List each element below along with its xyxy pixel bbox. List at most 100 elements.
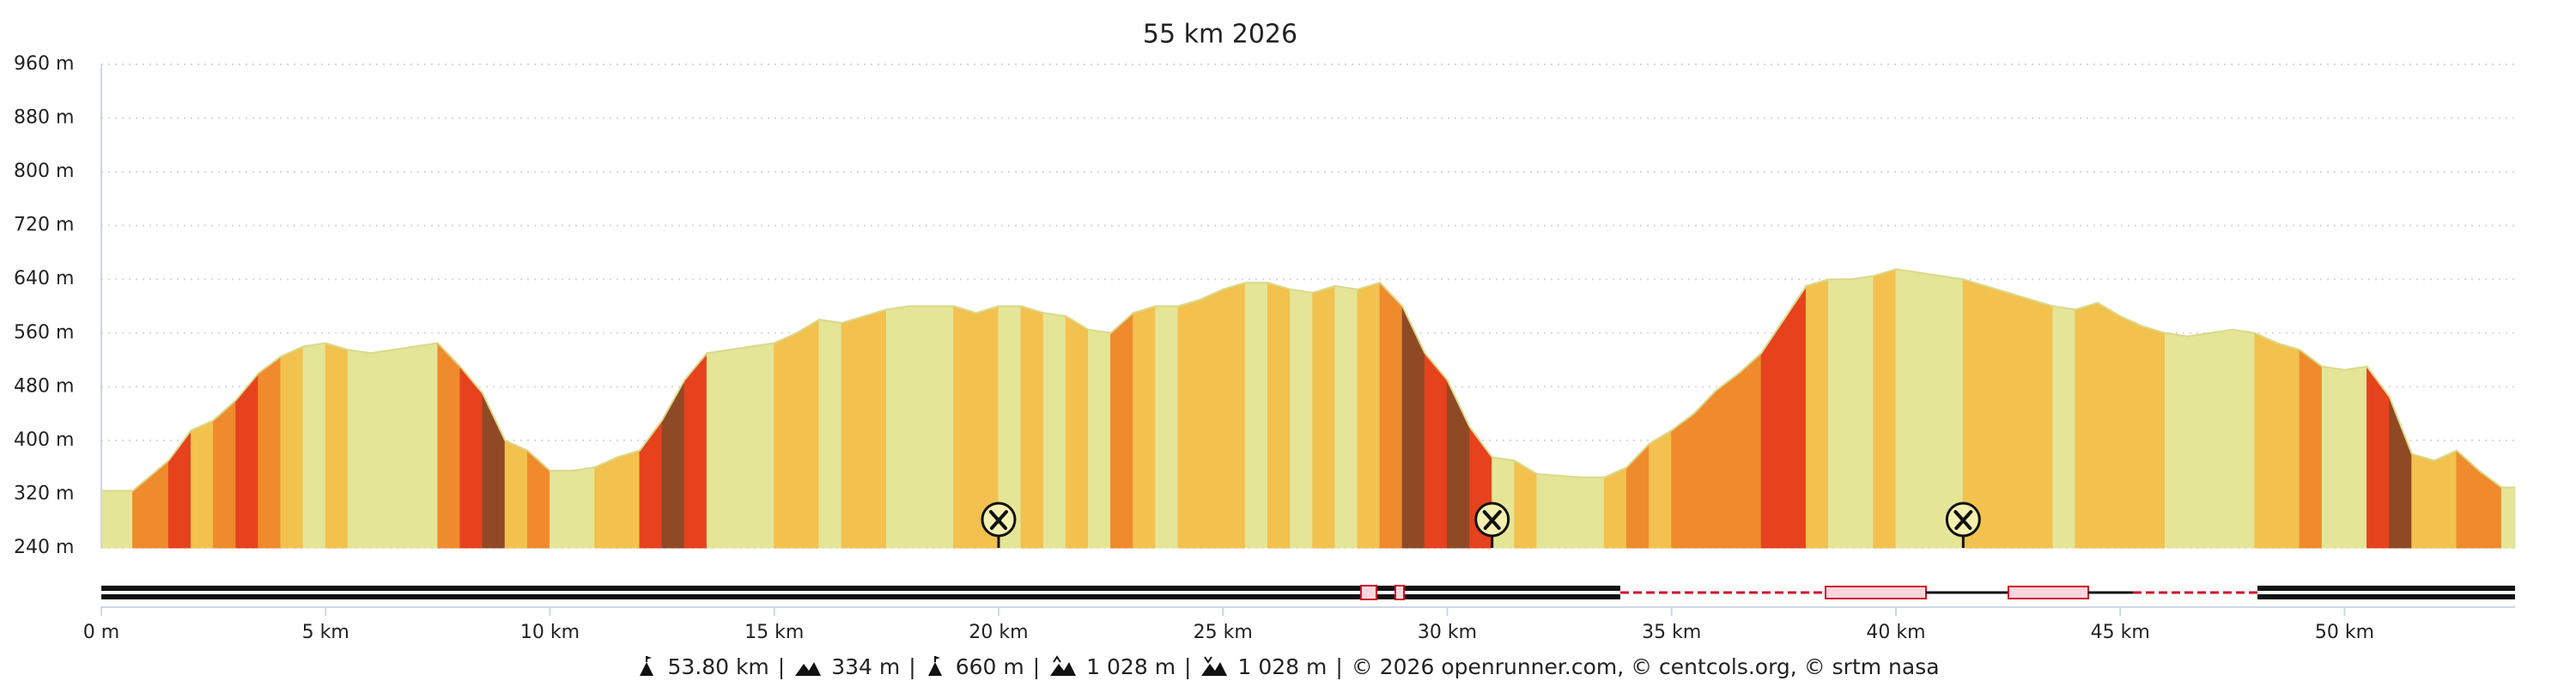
slope-band [572, 466, 596, 549]
slope-band [1379, 281, 1403, 549]
slope-band [1760, 318, 1784, 549]
x-tick-label: 15 km [744, 622, 804, 643]
slope-band [1401, 306, 1425, 549]
slope-band [1110, 312, 1134, 549]
ascent-icon [1050, 655, 1077, 676]
separator: | [777, 654, 786, 679]
slope-band [1625, 442, 1650, 549]
slope-band [2254, 332, 2278, 549]
slope-band [1603, 466, 1627, 549]
slope-band [885, 305, 909, 549]
slope-band [661, 378, 685, 549]
restaurant-marker [1945, 502, 1981, 548]
slope-band [1581, 477, 1605, 549]
slope-band [1357, 282, 1381, 549]
slope-band [2321, 366, 2345, 549]
slope-band [953, 305, 977, 549]
slope-band [235, 372, 259, 549]
separator: | [1335, 654, 1343, 679]
x-tick-label: 25 km [1194, 622, 1253, 643]
y-tick-label: 800 m [14, 161, 74, 182]
slope-band [2478, 470, 2502, 549]
footer-distance: 53.80 km [667, 654, 769, 679]
slope-band [459, 365, 483, 549]
slope-band [1222, 282, 1246, 549]
footer: 53.80 km | 334 m | 660 m | 1 028 m | 1 028 m… [0, 649, 2576, 684]
slope-band [2299, 349, 2323, 549]
slope-band [415, 342, 439, 549]
surface-bar [101, 585, 2515, 600]
slope-band [1536, 473, 1583, 549]
slope-band [1334, 285, 1358, 549]
slope-band [774, 332, 798, 549]
slope-band [1693, 388, 1717, 549]
slope-band [1133, 305, 1157, 549]
slope-band [1244, 282, 1268, 549]
x-tick-label: 40 km [1866, 622, 1925, 643]
slope-band [2209, 329, 2233, 549]
slope-band [2500, 487, 2516, 549]
slope-band [2433, 449, 2458, 549]
slope-band [841, 315, 865, 549]
surface-path [1394, 585, 1405, 600]
slope-band [1716, 372, 1740, 549]
slope-band [617, 449, 641, 549]
slope-band [1873, 268, 1897, 549]
slope-band [280, 345, 304, 549]
slope-band [347, 349, 371, 549]
slope-band [2389, 396, 2413, 549]
slope-band [213, 398, 237, 549]
slope-band [504, 440, 528, 549]
slope-band [796, 319, 820, 549]
separator: | [1184, 654, 1192, 679]
footer-max: 660 m [955, 654, 1024, 679]
slope-band [1917, 271, 1941, 549]
slope-band [1290, 289, 1314, 549]
y-tick-label: 400 m [14, 429, 74, 451]
slope-band [1177, 299, 1201, 549]
y-tick-label: 560 m [14, 322, 74, 344]
slope-band [2411, 453, 2435, 549]
y-tick-label: 320 m [14, 483, 74, 504]
surface-road-center [101, 591, 2515, 594]
slope-band [1200, 289, 1224, 549]
slope-band [1850, 275, 1874, 549]
chart-title: 55 km 2026 [1143, 20, 1297, 50]
x-tick-label: 5 km [302, 622, 349, 643]
separator: | [1032, 654, 1041, 679]
x-tick-label: 20 km [969, 622, 1028, 643]
surface-path [1360, 585, 1377, 600]
x-tick-label: 0 m [83, 622, 119, 643]
slope-band [1671, 412, 1695, 549]
y-tick-label: 240 m [14, 537, 74, 558]
x-tick-label: 45 km [2091, 622, 2150, 643]
slope-band [2097, 301, 2121, 549]
slope-band [258, 356, 282, 549]
slope-band [167, 429, 191, 549]
chart: 55 km 2026 240 m 320 m 400 m 480 m 560 m 640 … [14, 20, 2516, 643]
slope-band [549, 470, 574, 549]
slope-band [2142, 325, 2166, 549]
slope-band [1895, 268, 1919, 549]
y-tick-label: 640 m [14, 268, 74, 289]
slope-band [526, 449, 550, 549]
restaurant-marker [1474, 502, 1510, 548]
slope-band [132, 459, 169, 549]
min-icon [795, 662, 822, 676]
footer-min: 334 m [831, 654, 901, 679]
slope-band [1065, 315, 1089, 549]
slope-band [2030, 299, 2054, 549]
footer-credits: © 2026 openrunner.com, © centcols.org, ©… [1351, 654, 1940, 679]
slope-band [1042, 312, 1066, 549]
y-tick-label: 880 m [14, 107, 74, 129]
slope-band [1738, 352, 1762, 549]
slope-band [2456, 449, 2480, 549]
slope-band [1649, 429, 1673, 549]
slope-band [437, 342, 461, 549]
slope-band [863, 308, 887, 549]
slope-band [2119, 315, 2143, 549]
slope-band [639, 418, 663, 549]
slope-band [2164, 332, 2189, 549]
descent-icon [1201, 656, 1228, 676]
